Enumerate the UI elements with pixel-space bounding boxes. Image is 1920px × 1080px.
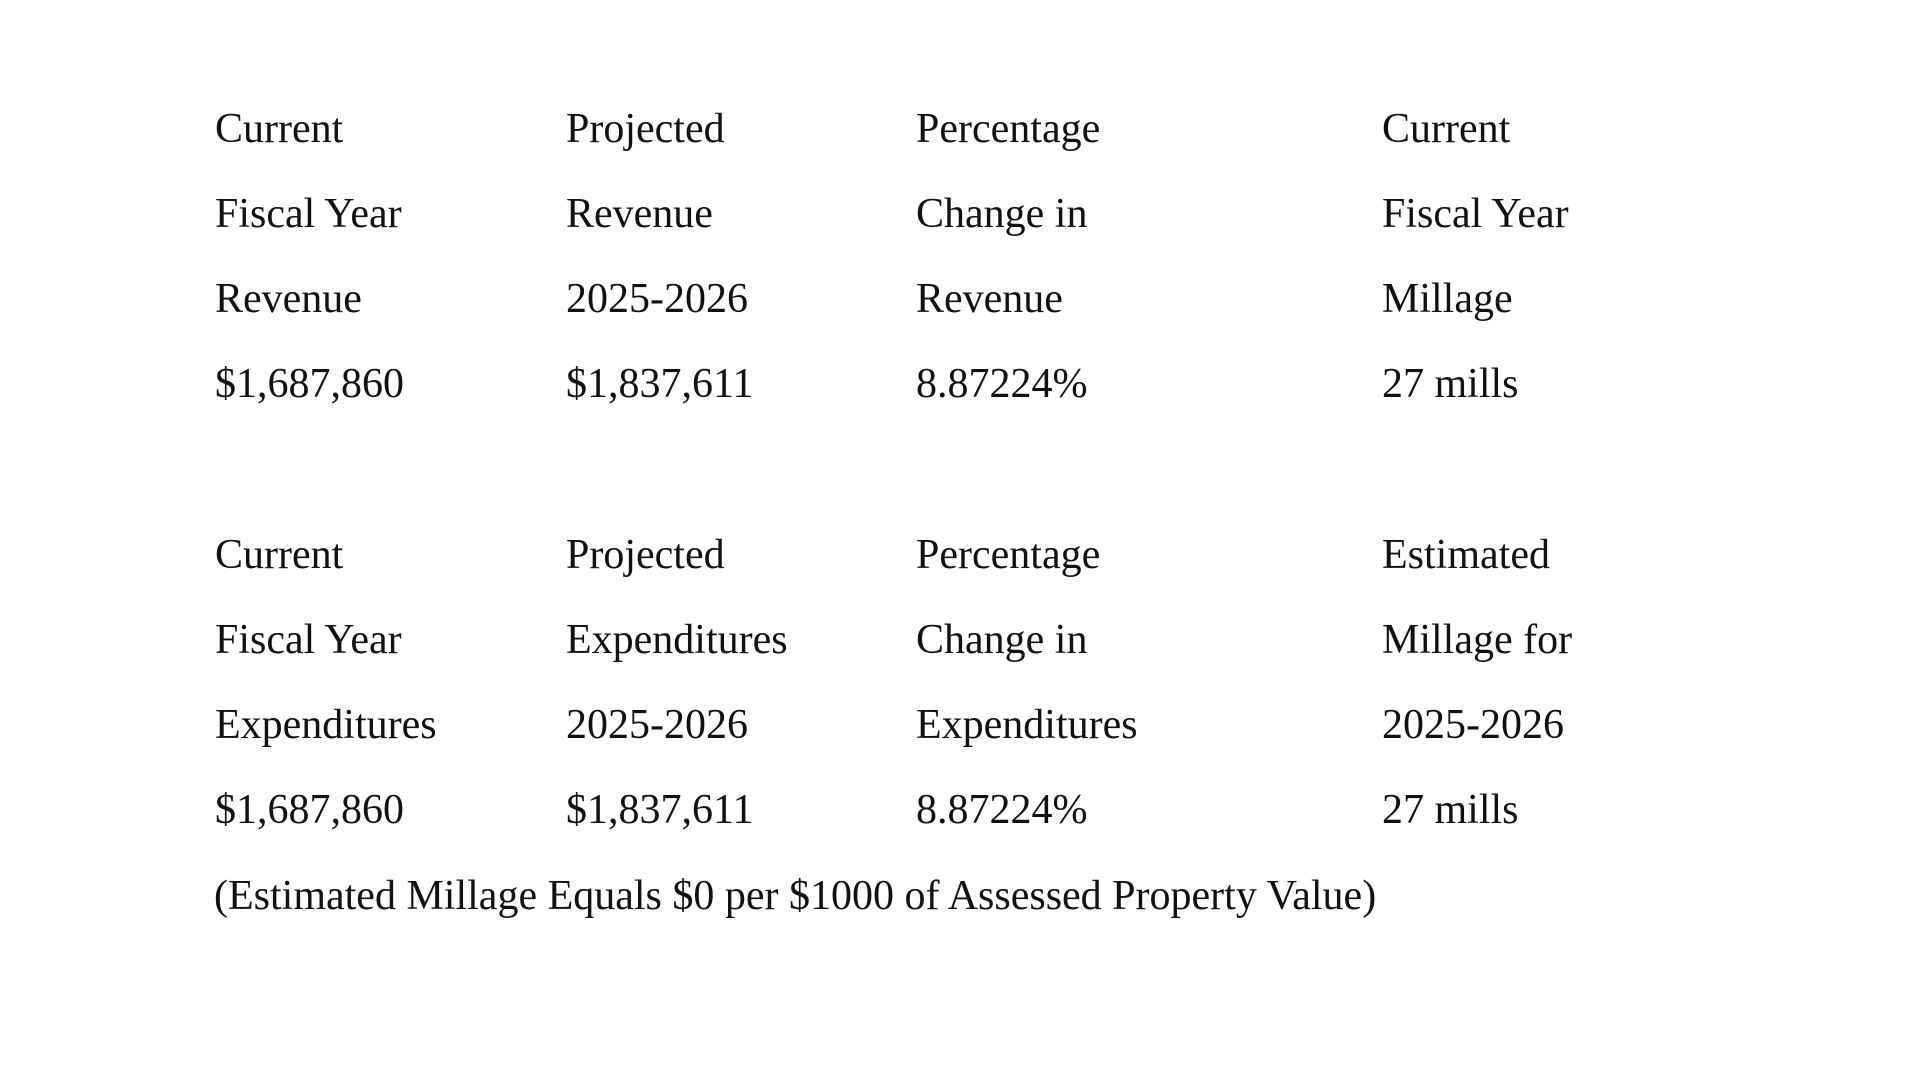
header-current-fy-revenue-line-3: Revenue: [215, 276, 362, 322]
header-row-line-1: Current Projected Percentage Estimated: [215, 523, 1715, 608]
projected-expenditures-value: $1,837,611: [566, 787, 754, 833]
header-pct-change-revenue-line-1: Percentage: [916, 106, 1101, 152]
header-pct-change-expenditures-line-2: Change in: [916, 617, 1088, 663]
header-row-line-3: Expenditures 2025-2026 Expenditures 2025…: [215, 693, 1715, 778]
header-estimated-millage-line-3: 2025-2026: [1382, 702, 1564, 748]
header-projected-expenditures-line-3: 2025-2026: [566, 702, 748, 748]
header-current-fy-millage-line-1: Current: [1382, 106, 1511, 152]
current-fy-millage-value: 27 mills: [1382, 361, 1519, 407]
current-fy-revenue-value: $1,687,860: [215, 361, 404, 407]
pct-change-expenditures-value: 8.87224%: [916, 787, 1088, 833]
header-estimated-millage-line-2: Millage for: [1382, 617, 1573, 663]
current-fy-expenditures-value: $1,687,860: [215, 787, 404, 833]
projected-revenue-value: $1,837,611: [566, 361, 754, 407]
header-current-fy-millage-line-3: Millage: [1382, 276, 1513, 322]
header-projected-revenue-line-2: Revenue: [566, 191, 713, 237]
header-projected-expenditures-line-2: Expenditures: [566, 617, 788, 663]
expenditure-table: Current Projected Percentage Estimated F…: [215, 523, 1715, 863]
header-estimated-millage-line-1: Estimated: [1382, 532, 1550, 578]
value-row: $1,687,860 $1,837,611 8.87224% 27 mills: [215, 778, 1715, 863]
header-projected-revenue-line-3: 2025-2026: [566, 276, 748, 322]
header-pct-change-revenue-line-3: Revenue: [916, 276, 1063, 322]
header-row-line-1: Current Projected Percentage Current: [215, 97, 1715, 182]
header-row-line-2: Fiscal Year Revenue Change in Fiscal Yea…: [215, 182, 1715, 267]
header-current-fy-expenditures-line-1: Current: [215, 532, 344, 578]
header-current-fy-expenditures-line-2: Fiscal Year: [215, 617, 402, 663]
value-row: $1,687,860 $1,837,611 8.87224% 27 mills: [215, 352, 1715, 437]
header-pct-change-expenditures-line-3: Expenditures: [916, 702, 1138, 748]
header-pct-change-expenditures-line-1: Percentage: [916, 532, 1101, 578]
header-current-fy-expenditures-line-3: Expenditures: [215, 702, 437, 748]
estimated-millage-value: 27 mills: [1382, 787, 1519, 833]
header-current-fy-revenue-line-1: Current: [215, 106, 344, 152]
revenue-table: Current Projected Percentage Current Fis…: [215, 97, 1715, 437]
header-current-fy-millage-line-2: Fiscal Year: [1382, 191, 1569, 237]
header-projected-expenditures-line-1: Projected: [566, 532, 725, 578]
header-pct-change-revenue-line-2: Change in: [916, 191, 1088, 237]
header-row-line-2: Fiscal Year Expenditures Change in Milla…: [215, 608, 1715, 693]
header-current-fy-revenue-line-2: Fiscal Year: [215, 191, 402, 237]
millage-footnote: (Estimated Millage Equals $0 per $1000 o…: [214, 873, 1377, 919]
header-projected-revenue-line-1: Projected: [566, 106, 725, 152]
pct-change-revenue-value: 8.87224%: [916, 361, 1088, 407]
header-row-line-3: Revenue 2025-2026 Revenue Millage: [215, 267, 1715, 352]
